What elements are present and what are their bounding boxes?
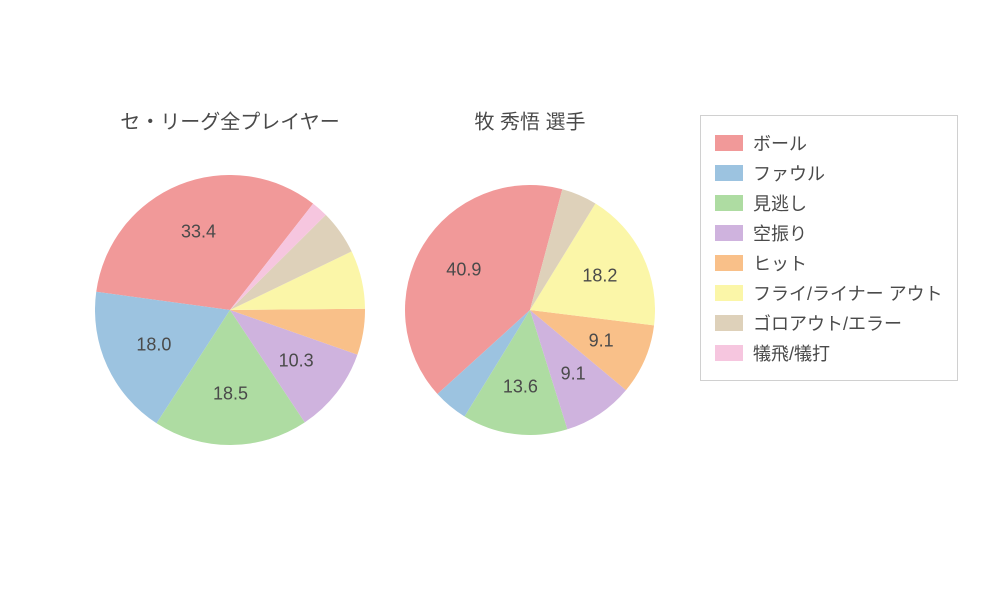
chart-container: セ・リーグ全プレイヤー 33.4 18.0 18.5 10.3 牧 秀悟 選手 40.9 13…	[0, 0, 1000, 600]
slice-label-player-hit: 9.1	[589, 330, 614, 351]
legend-item-look: 見逃し	[715, 190, 943, 216]
legend-label-sac: 犠飛/犠打	[753, 340, 830, 366]
legend-item-swing: 空振り	[715, 220, 943, 246]
pie-title-player: 牧 秀悟 選手	[474, 106, 585, 135]
legend: ボールファウル見逃し空振りヒットフライ/ライナー アウトゴロアウト/エラー犠飛/…	[700, 115, 958, 381]
legend-item-sac: 犠飛/犠打	[715, 340, 943, 366]
legend-label-swing: 空振り	[753, 220, 807, 246]
legend-label-ground: ゴロアウト/エラー	[753, 310, 902, 336]
legend-item-hit: ヒット	[715, 250, 943, 276]
legend-swatch-ball	[715, 135, 743, 151]
legend-item-ground: ゴロアウト/エラー	[715, 310, 943, 336]
legend-label-foul: ファウル	[753, 160, 825, 186]
legend-swatch-fly	[715, 285, 743, 301]
slice-label-league-look: 18.5	[213, 383, 248, 404]
pie-league	[95, 175, 365, 445]
legend-item-fly: フライ/ライナー アウト	[715, 280, 943, 306]
slice-label-player-fly: 18.2	[582, 266, 617, 287]
legend-label-hit: ヒット	[753, 250, 807, 276]
slice-label-player-swing: 9.1	[561, 364, 586, 385]
legend-item-ball: ボール	[715, 130, 943, 156]
slice-label-player-look: 13.6	[503, 376, 538, 397]
legend-swatch-swing	[715, 225, 743, 241]
legend-label-look: 見逃し	[753, 190, 807, 216]
legend-swatch-sac	[715, 345, 743, 361]
legend-swatch-look	[715, 195, 743, 211]
pie-title-league: セ・リーグ全プレイヤー	[120, 106, 339, 135]
legend-swatch-foul	[715, 165, 743, 181]
slice-label-league-swing: 10.3	[279, 351, 314, 372]
legend-item-foul: ファウル	[715, 160, 943, 186]
slice-label-league-foul: 18.0	[136, 334, 171, 355]
slice-label-player-ball: 40.9	[446, 259, 481, 280]
legend-swatch-ground	[715, 315, 743, 331]
legend-swatch-hit	[715, 255, 743, 271]
pie-player	[405, 185, 655, 435]
legend-label-ball: ボール	[753, 130, 807, 156]
slice-label-league-ball: 33.4	[181, 222, 216, 243]
legend-label-fly: フライ/ライナー アウト	[753, 280, 943, 306]
